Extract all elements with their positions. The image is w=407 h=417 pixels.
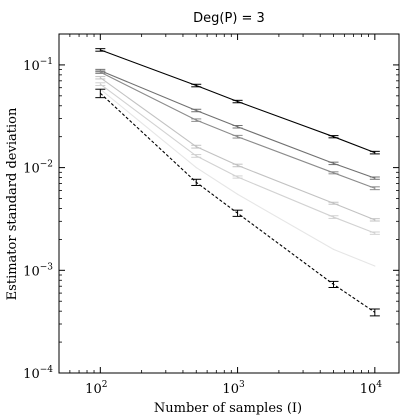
chart-title: Deg(P) = 3: [193, 11, 265, 26]
y-axis-title: Estimator standard deviation: [5, 107, 20, 300]
x-tick-label: 104: [360, 380, 383, 397]
error-bar: [95, 88, 106, 99]
error-bar: [328, 280, 339, 289]
error-bar: [191, 178, 202, 186]
error-bar: [328, 215, 339, 219]
error-bar: [95, 82, 106, 87]
error-bar: [191, 144, 202, 149]
error-bar: [95, 70, 106, 74]
series-7: [95, 88, 380, 317]
error-bar: [191, 154, 202, 158]
error-bar: [369, 150, 380, 155]
data-point: [374, 265, 376, 267]
error-bar: [369, 186, 380, 191]
data-point: [236, 193, 239, 195]
error-bar: [232, 99, 243, 104]
error-bar: [328, 171, 339, 175]
x-tick-label: 102: [85, 380, 107, 397]
series-line: [99, 77, 376, 221]
error-bar: [232, 163, 243, 168]
error-bar: [191, 118, 202, 122]
plot-frame: [58, 33, 400, 374]
error-bar: [328, 135, 339, 139]
series-5: [95, 82, 380, 235]
error-bar: [369, 176, 380, 180]
series-2: [95, 68, 380, 180]
error-bar: [191, 108, 202, 113]
y-tick-label: 10−2: [23, 160, 53, 177]
error-bar: [232, 134, 243, 139]
data-point: [332, 248, 335, 250]
error-bar: [232, 175, 243, 179]
tick-layer: 102 103 104 10−4 10−3 10−2 10−1: [23, 34, 399, 397]
series-1: [95, 48, 380, 155]
error-bar: [95, 76, 106, 80]
error-bar: [232, 125, 243, 129]
y-tick-label: 10−3: [23, 262, 53, 279]
y-tick-label: 10−1: [23, 57, 53, 74]
x-tick-label: 103: [222, 380, 245, 397]
error-bar: [328, 161, 339, 166]
series-4: [95, 76, 380, 222]
series-layer: [95, 48, 380, 317]
error-bar: [95, 48, 106, 52]
series-3: [95, 70, 380, 191]
series-line: [100, 71, 376, 189]
error-bar: [232, 209, 243, 217]
error-bar: [369, 231, 380, 235]
error-bar: [369, 308, 380, 317]
error-bar: [191, 83, 202, 88]
y-tick-label: 10−4: [23, 365, 53, 382]
error-bar: [369, 218, 380, 222]
error-bar: [328, 201, 339, 205]
data-point: [195, 167, 197, 169]
x-axis-title: Number of samples (I): [154, 401, 302, 416]
